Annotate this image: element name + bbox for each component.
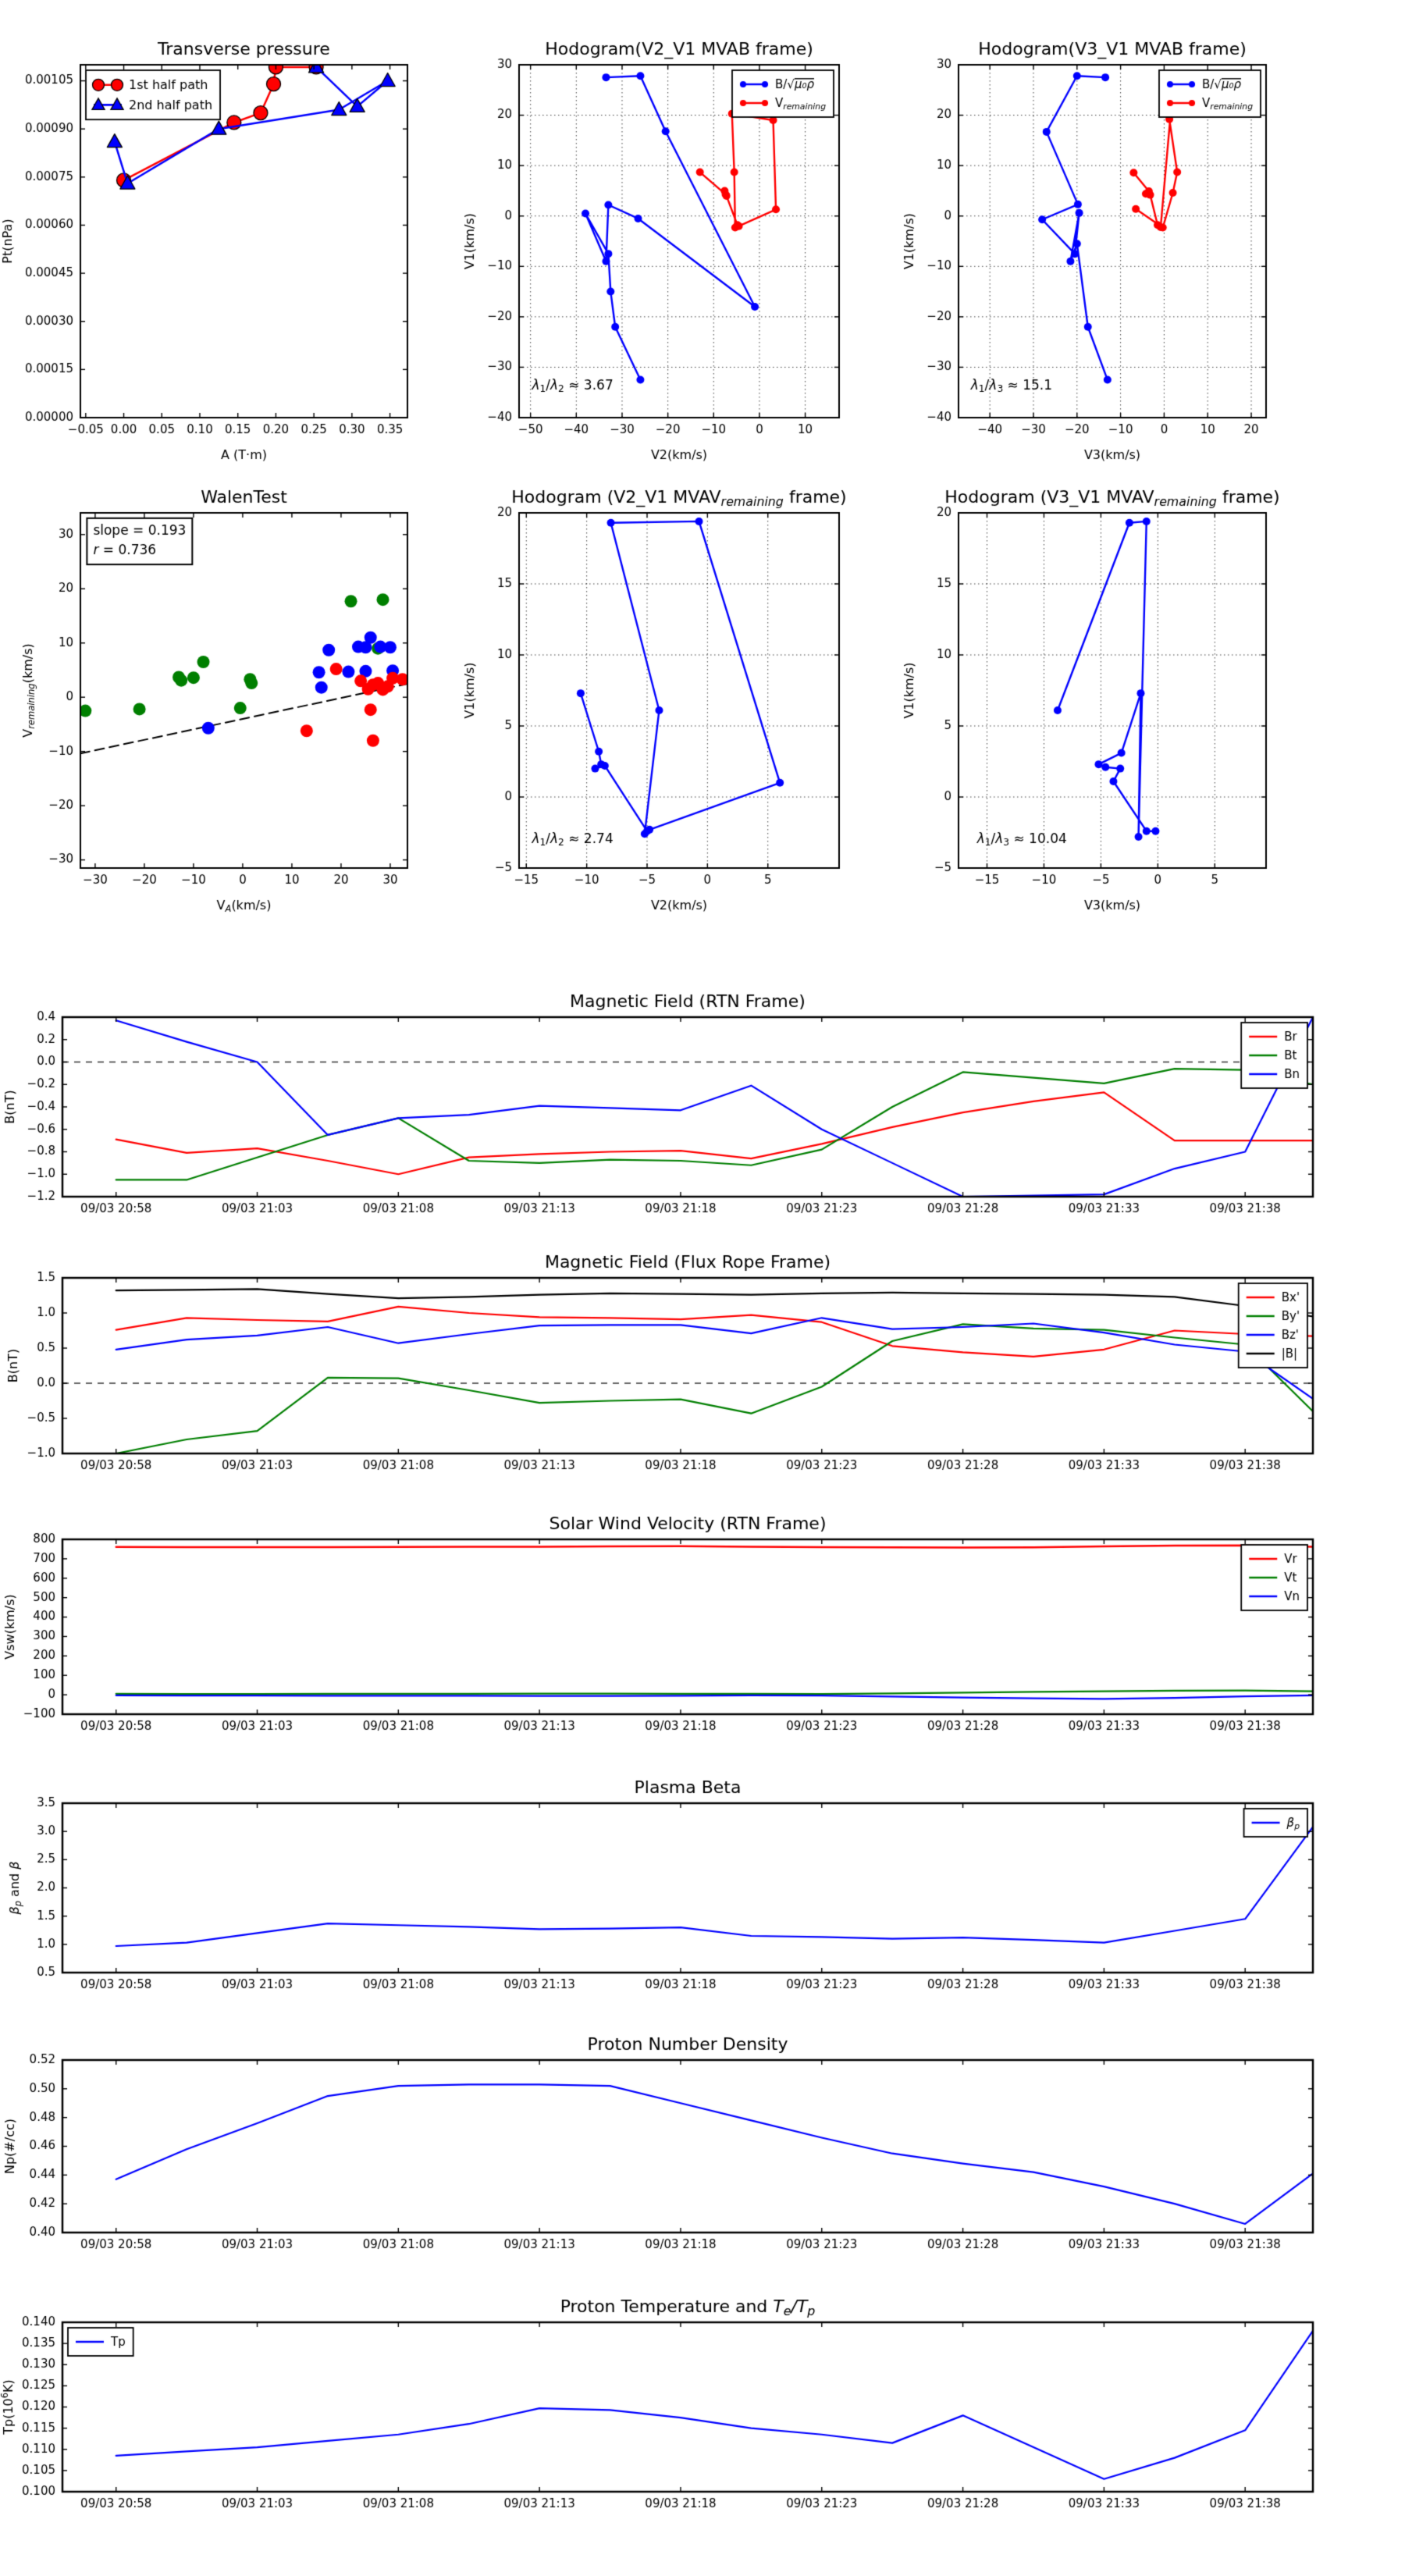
- figure-canvas: [0, 0, 1405, 2576]
- figure-page: [0, 0, 1405, 2576]
